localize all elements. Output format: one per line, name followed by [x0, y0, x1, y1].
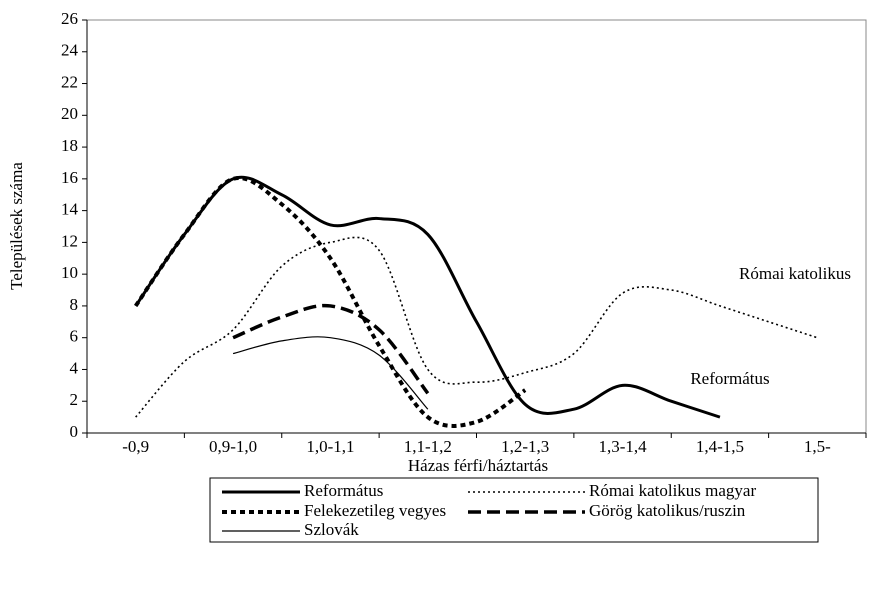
legend-label: Református [304, 481, 383, 500]
y-tick-label: 18 [61, 136, 78, 155]
x-tick-label: 1,5- [804, 437, 831, 456]
series-line [134, 175, 527, 428]
legend-label: Római katolikus magyar [589, 481, 756, 500]
series-line [134, 175, 721, 419]
series-line [232, 303, 430, 395]
y-tick-label: 4 [70, 358, 79, 377]
y-tick-label: 2 [70, 390, 79, 409]
x-tick-label: 1,0-1,1 [306, 437, 354, 456]
y-tick-label: 12 [61, 231, 78, 250]
x-tick-label: 1,1-1,2 [404, 437, 452, 456]
legend-box [209, 477, 819, 543]
y-tick-label: 6 [70, 327, 79, 346]
x-tick-label: 1,3-1,4 [598, 437, 647, 456]
x-axis-label: Házas férfi/háztartás [408, 456, 548, 475]
y-tick-label: 26 [61, 9, 78, 28]
y-tick-label: 24 [61, 41, 79, 60]
legend-label: Szlovák [304, 520, 359, 539]
y-axis-label: Települések száma [7, 162, 26, 290]
y-tick-label: 20 [61, 104, 78, 123]
y-tick-label: 22 [61, 72, 78, 91]
annotation: Római katolikus [739, 264, 851, 283]
x-tick-label: 1,2-1,3 [501, 437, 549, 456]
legend-label: Felekezetileg vegyes [304, 501, 446, 520]
series-line [135, 236, 818, 418]
y-tick-label: 8 [70, 295, 79, 314]
y-tick-label: 16 [61, 168, 78, 187]
x-tick-label: -0,9 [122, 437, 149, 456]
series-line [232, 336, 429, 410]
legend-label: Görög katolikus/ruszin [589, 501, 746, 520]
y-tick-label: 14 [61, 200, 79, 219]
y-tick-label: 10 [61, 263, 78, 282]
x-tick-label: 1,4-1,5 [696, 437, 744, 456]
annotation: Református [690, 369, 769, 388]
y-tick-label: 0 [70, 422, 79, 441]
x-tick-label: 0,9-1,0 [209, 437, 257, 456]
